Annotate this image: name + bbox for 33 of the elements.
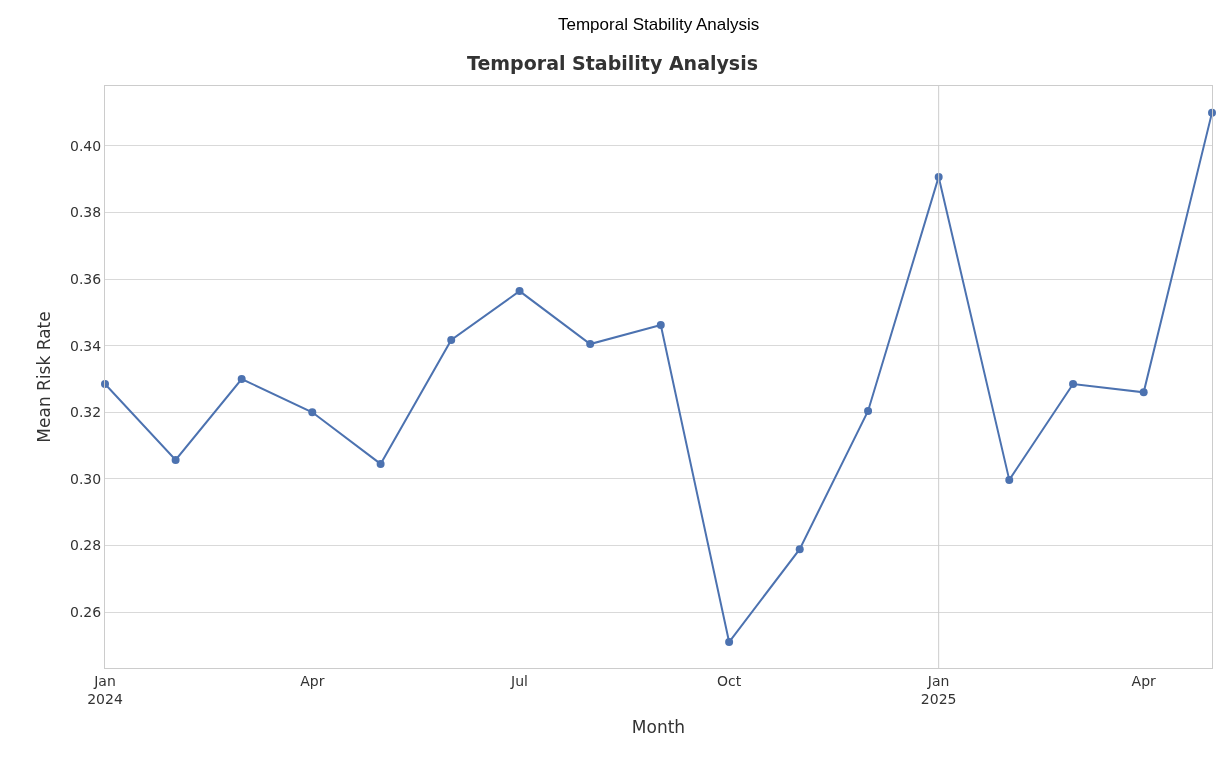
point [1069,379,1078,388]
y-tick-label: 0.26 [70,603,102,620]
point [795,545,804,554]
x-axis-title: Month [631,717,686,738]
y-axis-title: Mean Risk Rate [33,311,54,443]
y-tick-label: 0.32 [70,404,102,421]
y-tick-label: 0.40 [70,137,102,154]
x-tick-label: Apr [300,672,325,689]
point [308,408,317,417]
y-tick-label: 0.30 [70,470,102,487]
y-tick-label: 0.28 [70,537,102,554]
y-tick-label: 0.34 [70,337,102,354]
point [447,336,456,345]
point [515,287,524,296]
y-tick-label: 0.38 [70,204,102,221]
chart-title: Temporal Stability Analysis [467,52,758,74]
point [171,455,180,464]
point [237,375,246,383]
point [864,406,873,415]
x-tick-label: Jan 2024 [87,672,123,707]
point [376,459,385,468]
point [1208,108,1216,117]
text: Temporal Stability Analysis [558,15,760,34]
point [656,321,665,330]
x-tick-label: Jul [510,672,529,689]
point [586,340,595,349]
x-tick-label: Jan 2025 [920,672,957,707]
x-tick-label: Oct [717,672,742,689]
x-tick-label: Apr [1131,672,1157,689]
point [1139,388,1148,397]
point [725,638,734,647]
point [1005,475,1014,484]
y-tick-label: 0.36 [70,271,102,288]
